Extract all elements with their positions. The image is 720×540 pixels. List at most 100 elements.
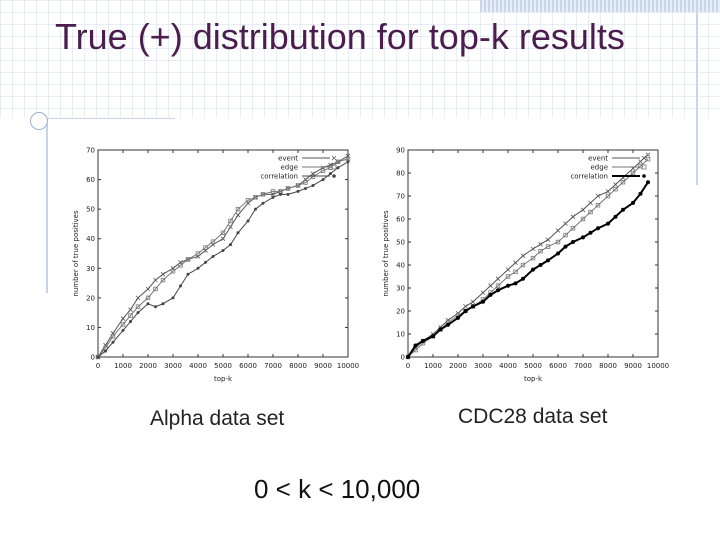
data-point-event bbox=[530, 246, 536, 252]
data-point-edge bbox=[220, 230, 226, 235]
data-point-event bbox=[580, 207, 586, 213]
data-point-correlation bbox=[431, 334, 435, 339]
data-point-event bbox=[563, 221, 568, 226]
data-point-edge bbox=[120, 322, 126, 327]
data-point-correlation bbox=[471, 304, 475, 309]
data-point-correlation bbox=[186, 272, 190, 276]
data-point-correlation bbox=[146, 302, 150, 306]
decorative-title-rule bbox=[30, 118, 175, 119]
x-tick-label: 8000 bbox=[289, 362, 307, 370]
data-point-edge bbox=[413, 347, 418, 353]
data-point-correlation bbox=[581, 235, 585, 240]
data-point-correlation bbox=[346, 160, 350, 164]
data-point-correlation bbox=[111, 340, 115, 344]
data-point-event bbox=[235, 212, 241, 218]
data-point-correlation bbox=[463, 309, 468, 313]
data-point-edge bbox=[235, 206, 241, 212]
y-tick-label: 60 bbox=[396, 216, 405, 224]
data-point-event bbox=[470, 299, 476, 305]
data-point-edge bbox=[538, 249, 543, 254]
x-axis-label: top-k bbox=[214, 375, 233, 383]
data-point-edge bbox=[228, 218, 233, 224]
data-point-edge bbox=[570, 226, 576, 231]
x-tick-label: 10000 bbox=[647, 362, 669, 370]
data-point-event bbox=[538, 242, 543, 247]
legend-marker-correlation bbox=[642, 174, 646, 178]
data-point-correlation bbox=[321, 178, 325, 182]
y-tick-label: 0 bbox=[401, 354, 405, 362]
x-tick-label: 4000 bbox=[499, 362, 517, 370]
data-point-event bbox=[463, 304, 468, 309]
data-point-edge bbox=[563, 232, 568, 238]
data-point-correlation bbox=[221, 249, 225, 253]
y-tick-label: 70 bbox=[86, 147, 95, 155]
x-tick-label: 0 bbox=[96, 362, 100, 370]
data-point-edge bbox=[145, 295, 151, 301]
data-point-edge bbox=[310, 174, 316, 179]
data-point-event bbox=[588, 200, 593, 206]
plot-area bbox=[97, 149, 349, 358]
data-point-event bbox=[480, 290, 486, 295]
legend-marker-edge bbox=[331, 164, 337, 170]
data-point-correlation bbox=[571, 240, 575, 244]
decorative-top-bar bbox=[480, 0, 720, 12]
legend-label-edge: edge bbox=[281, 164, 299, 172]
data-point-edge bbox=[128, 313, 133, 318]
data-point-event bbox=[613, 182, 618, 187]
data-point-edge bbox=[253, 195, 258, 200]
data-point-correlation bbox=[104, 349, 107, 353]
data-point-correlation bbox=[154, 305, 157, 309]
data-point-correlation bbox=[196, 266, 200, 270]
data-point-correlation bbox=[406, 355, 410, 359]
data-point-event bbox=[555, 228, 561, 233]
x-tick-label: 3000 bbox=[164, 362, 182, 370]
data-point-correlation bbox=[556, 251, 560, 256]
data-point-correlation bbox=[204, 260, 207, 264]
data-point-event bbox=[145, 286, 151, 292]
data-point-correlation bbox=[121, 328, 125, 332]
legend-label-event: event bbox=[588, 155, 608, 163]
data-point-correlation bbox=[96, 355, 100, 359]
data-point-correlation bbox=[421, 338, 425, 343]
data-point-correlation bbox=[296, 189, 300, 193]
data-point-event bbox=[513, 260, 518, 265]
x-tick-label: 9000 bbox=[624, 362, 642, 370]
data-point-correlation bbox=[531, 267, 535, 272]
data-point-edge bbox=[545, 244, 551, 249]
decorative-left-line bbox=[46, 118, 48, 293]
data-point-correlation bbox=[286, 192, 290, 196]
alpha-chart: 0 1000 2000 3000 4000 5000 6000 7000 8000 9000 100… bbox=[72, 147, 359, 384]
data-point-correlation bbox=[311, 183, 315, 187]
data-point-event bbox=[120, 316, 126, 321]
x-tick-label: 6000 bbox=[239, 362, 257, 370]
decorative-circle bbox=[30, 112, 48, 130]
y-axis-label: number of true positives bbox=[72, 210, 80, 297]
data-point-edge bbox=[530, 255, 536, 261]
y-tick-label: 10 bbox=[86, 324, 95, 332]
y-tick-label: 10 bbox=[396, 331, 405, 339]
y-tick-label: 30 bbox=[396, 285, 405, 293]
data-point-correlation bbox=[336, 166, 340, 170]
x-axis-label: top-k bbox=[524, 375, 543, 383]
data-point-event bbox=[128, 307, 133, 312]
x-tick-label: 7000 bbox=[264, 362, 282, 370]
alpha-caption: Alpha data set bbox=[150, 407, 285, 430]
data-point-event bbox=[135, 295, 141, 301]
data-point-correlation bbox=[456, 315, 460, 320]
y-tick-label: 50 bbox=[396, 239, 405, 247]
data-point-correlation bbox=[646, 180, 650, 185]
data-point-correlation bbox=[329, 172, 332, 176]
data-point-edge bbox=[645, 156, 651, 162]
data-point-correlation bbox=[179, 284, 182, 288]
data-point-correlation bbox=[613, 214, 618, 219]
data-point-correlation bbox=[521, 276, 525, 281]
data-point-edge bbox=[320, 168, 326, 173]
data-point-event bbox=[605, 189, 611, 194]
data-point-event bbox=[220, 236, 226, 241]
data-point-edge bbox=[620, 180, 626, 185]
data-point-edge bbox=[303, 180, 308, 185]
data-point-correlation bbox=[606, 221, 610, 226]
cdc28-chart: 0 1000 2000 3000 4000 5000 6000 7000 8000 9000 100… bbox=[382, 147, 669, 384]
data-point-event bbox=[520, 253, 526, 259]
x-tick-label: 6000 bbox=[549, 362, 567, 370]
